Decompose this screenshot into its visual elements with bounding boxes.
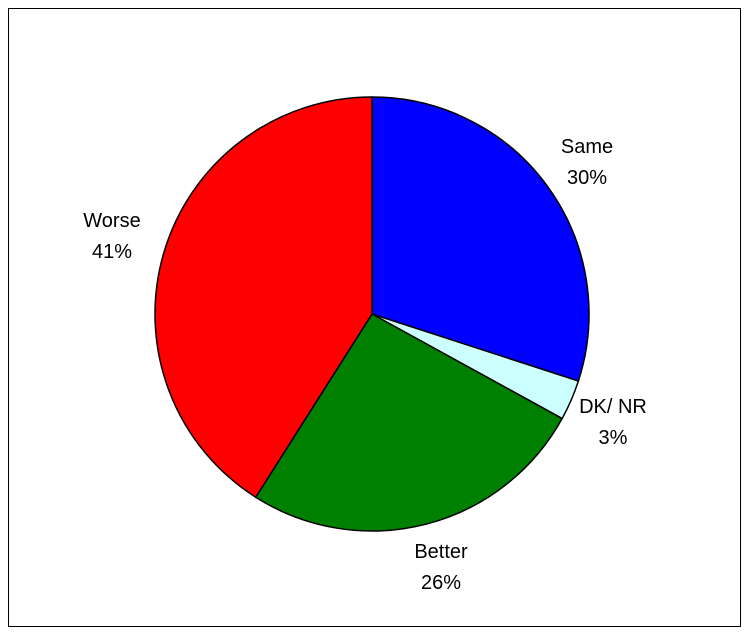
slice-label-dk-nr: DK/ NR	[579, 396, 647, 418]
slice-percent-same: 30%	[567, 167, 607, 189]
slice-percent-worse: 41%	[92, 241, 132, 263]
pie-slice-better	[254, 313, 564, 532]
slice-label-worse: Worse	[83, 210, 140, 232]
pie-slice-worse	[154, 96, 373, 499]
slice-percent-better: 26%	[421, 572, 461, 594]
pie-slices	[154, 96, 590, 532]
slice-label-better: Better	[414, 541, 468, 563]
slice-percent-dk-nr: 3%	[599, 427, 628, 449]
pie-slice-same	[371, 96, 590, 383]
slice-label-same: Same	[561, 136, 613, 158]
